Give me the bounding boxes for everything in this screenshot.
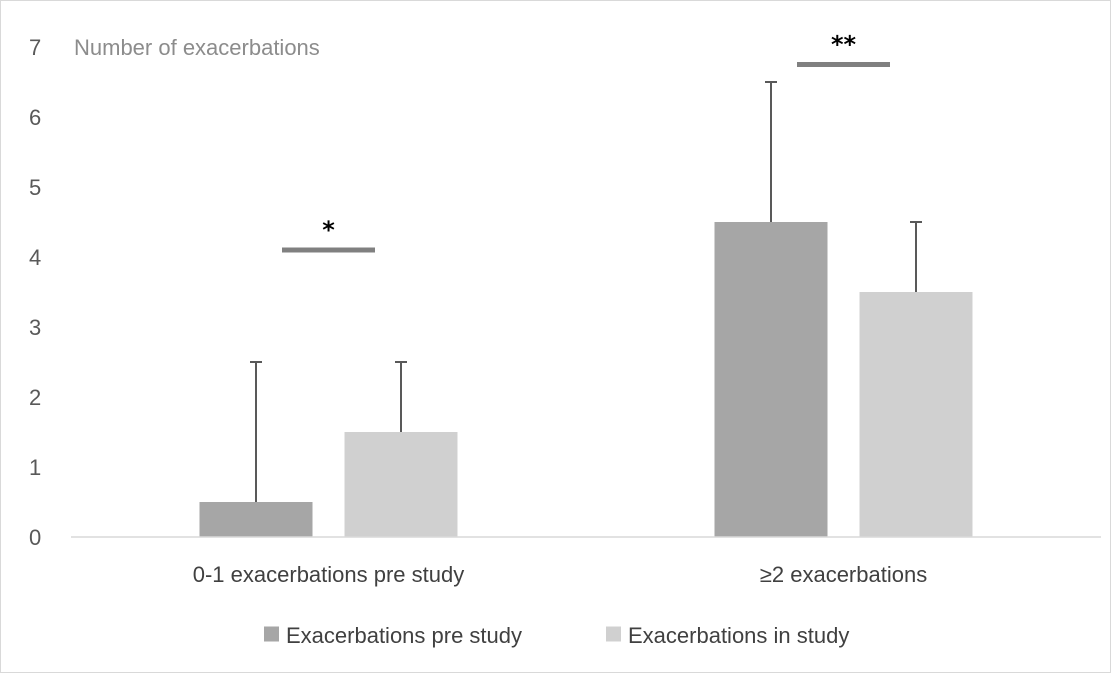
legend-item: Exacerbations pre study (264, 623, 522, 648)
significance-marker: * (322, 216, 335, 244)
legend-swatch (606, 626, 621, 642)
y-axis-label: Number of exacerbations (74, 35, 320, 60)
legend-label: Exacerbations pre study (286, 623, 522, 648)
bar (344, 432, 458, 537)
legend-label: Exacerbations in study (628, 623, 849, 648)
legend-item: Exacerbations in study (606, 623, 849, 648)
bar (714, 222, 828, 537)
y-tick-label: 4 (29, 245, 41, 270)
legend-swatch (264, 626, 279, 642)
bar (199, 502, 313, 537)
y-tick-label: 5 (29, 175, 41, 200)
x-category-label: ≥2 exacerbations (760, 562, 927, 587)
x-category-label: 0-1 exacerbations pre study (193, 562, 465, 587)
y-tick-label: 3 (29, 315, 41, 340)
significance-marker: ** (831, 31, 857, 59)
y-tick-label: 7 (29, 35, 41, 60)
y-tick-label: 0 (29, 525, 41, 550)
bar (859, 292, 973, 537)
y-tick-label: 2 (29, 385, 41, 410)
y-tick-label: 1 (29, 455, 41, 480)
y-tick-label: 6 (29, 105, 41, 130)
